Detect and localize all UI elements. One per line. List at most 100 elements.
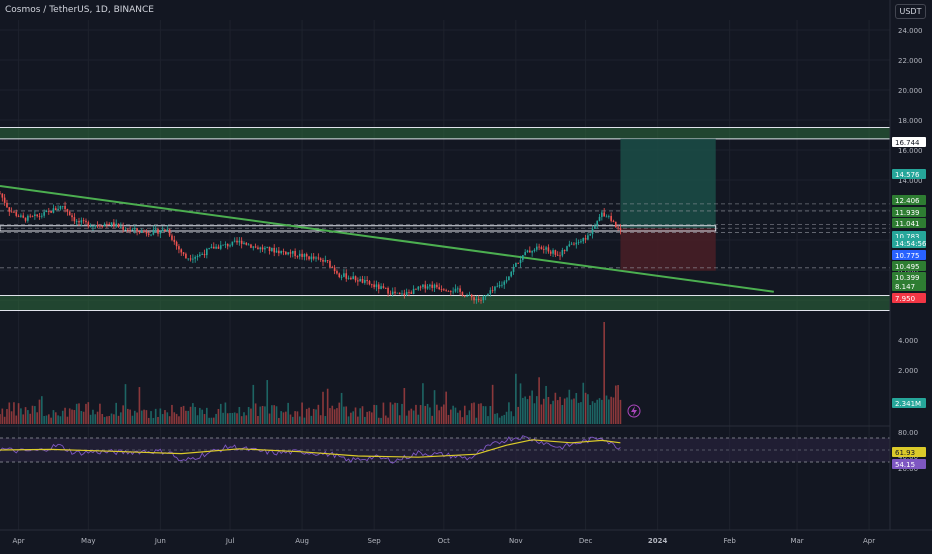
volume-bar (559, 396, 561, 424)
candle-body (489, 290, 492, 294)
volume-bar (264, 406, 266, 424)
candle-body (266, 246, 269, 248)
candle-body (73, 217, 76, 222)
candle-body (522, 255, 524, 260)
currency-button[interactable]: USDT (895, 4, 926, 19)
stop-area (620, 228, 716, 271)
candle-body (577, 242, 580, 244)
volume-bar (612, 397, 615, 424)
volume-bar (271, 405, 273, 424)
candle-body (359, 278, 361, 282)
candle-body (475, 298, 478, 301)
candle-body (52, 208, 55, 213)
candle-body (559, 255, 561, 257)
candle-body (103, 223, 106, 227)
candle-body (120, 226, 122, 228)
rsi-ma-badge-label: 61.93 (895, 449, 915, 457)
volume-bar (66, 416, 69, 424)
volume-bar (419, 405, 422, 424)
candle-body (85, 220, 87, 223)
candle-body (54, 208, 57, 211)
candle-body (47, 210, 50, 212)
candle-body (340, 276, 343, 278)
volume-bar (164, 410, 166, 424)
volume-bar (268, 413, 271, 424)
volume-bar (547, 396, 550, 424)
candle-body (591, 228, 594, 235)
candle-body (61, 205, 64, 207)
volume-bar (168, 416, 171, 424)
volume-bar (366, 411, 368, 424)
candle-body (445, 290, 447, 292)
volume-bar (94, 414, 97, 424)
volume-bar (138, 387, 141, 424)
volume-bar (133, 410, 136, 424)
candle-body (412, 288, 415, 294)
volume-bar (219, 403, 222, 424)
candle-body (605, 216, 608, 218)
candle-body (24, 217, 27, 221)
candle-body (171, 235, 173, 240)
candle-body (71, 215, 73, 218)
volume-bar (1, 408, 4, 424)
volume-bar (208, 417, 210, 424)
time-tick-label: Nov (509, 537, 523, 545)
volume-bar (24, 407, 27, 424)
volume-bar (326, 388, 329, 424)
candle-body (143, 230, 145, 232)
volume-bar (443, 404, 445, 424)
volume-bar (391, 404, 394, 424)
volume-bar (484, 406, 487, 424)
volume-bar (143, 409, 145, 424)
volume-bar (394, 402, 396, 424)
candle-body (38, 216, 41, 217)
volume-bar (617, 385, 619, 424)
candle-body (133, 228, 136, 230)
volume-bar (596, 399, 599, 424)
volume-bar (410, 408, 413, 424)
time-tick-label: Dec (579, 537, 593, 545)
volume-bar (52, 410, 55, 424)
price-badge (892, 281, 926, 291)
time-tick-label: 2024 (648, 537, 668, 545)
chart-title: Cosmos / TetherUS, 1D, BINANCE (5, 5, 154, 15)
volume-bar (106, 416, 108, 424)
volume-bar (166, 412, 169, 424)
candle-body (343, 273, 345, 277)
rsi-ma-line (0, 439, 621, 458)
candle-body (87, 222, 90, 227)
candle-body (34, 214, 36, 217)
candle-body (29, 215, 32, 217)
candle-body (264, 247, 266, 250)
candle-body (454, 288, 457, 292)
candle-body (13, 211, 15, 213)
volume-bar (301, 402, 303, 424)
candle-body (584, 238, 587, 240)
candle-body (275, 250, 278, 253)
price-badge-label: 11.041 (895, 220, 920, 228)
volume-bar (403, 388, 406, 424)
volume-bar (566, 397, 568, 424)
candle-body (545, 247, 547, 250)
candle-body (250, 244, 252, 248)
candle-body (617, 227, 619, 229)
volume-bar (64, 407, 66, 424)
candle-body (515, 262, 517, 267)
candle-body (257, 247, 259, 250)
price-badge (892, 238, 926, 248)
volume-bar (468, 410, 471, 424)
volume-bar (359, 408, 361, 424)
volume-bar (575, 393, 578, 424)
candle-body (199, 254, 201, 256)
volume-bar (182, 405, 185, 424)
volume-bar (496, 413, 499, 424)
candle-body (403, 293, 406, 296)
price-tick-label: 18.000 (898, 117, 923, 125)
candle-body (373, 284, 375, 288)
volume-bar (159, 408, 162, 424)
entry-box (0, 225, 717, 232)
candle-body (580, 241, 582, 243)
candle-body (287, 252, 289, 255)
